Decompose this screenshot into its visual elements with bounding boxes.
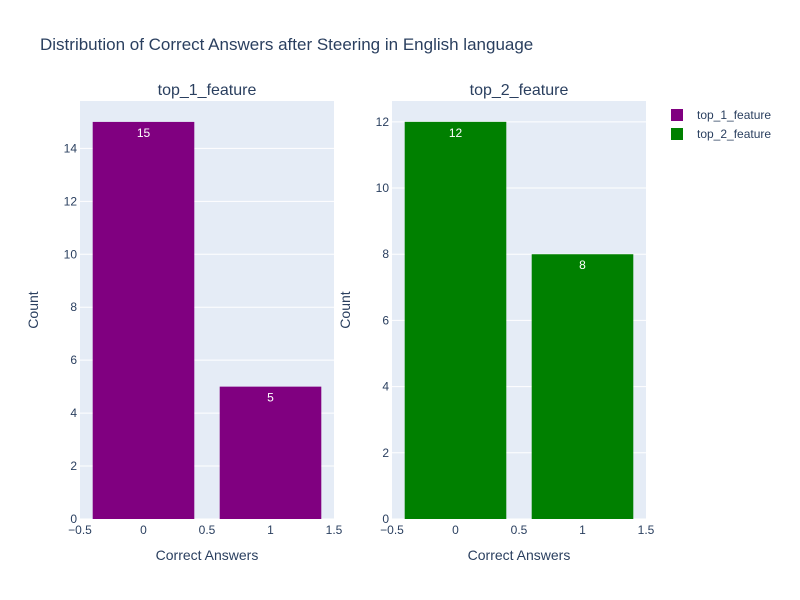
x-tick-label: 1 <box>579 523 586 537</box>
y-tick-label: 4 <box>382 380 389 394</box>
bar-value-label: 5 <box>267 391 274 405</box>
x-tick-label: −0.5 <box>380 523 404 537</box>
y-tick-label: 0 <box>70 512 77 526</box>
y-axis-title: Count <box>25 291 41 328</box>
x-tick-label: 0.5 <box>511 523 528 537</box>
x-tick-label: 0 <box>452 523 459 537</box>
bar-value-label: 12 <box>449 126 463 140</box>
y-tick-label: 12 <box>64 194 78 208</box>
y-tick-label: 10 <box>376 181 390 195</box>
x-tick-label: −0.5 <box>68 523 92 537</box>
x-tick-label: 0.5 <box>199 523 216 537</box>
legend[interactable]: top_1_feature top_2_feature <box>671 108 771 141</box>
bar[interactable] <box>404 121 507 520</box>
x-tick-label: 1 <box>267 523 274 537</box>
bar-value-label: 8 <box>579 258 586 272</box>
x-axis-title: Correct Answers <box>468 547 571 563</box>
subplot-title: top_1_feature <box>158 82 257 99</box>
chart-title: Distribution of Correct Answers after St… <box>40 35 533 54</box>
y-tick-label: 4 <box>70 406 77 420</box>
bar[interactable] <box>92 121 195 519</box>
legend-label: top_2_feature <box>697 127 771 141</box>
legend-label: top_1_feature <box>697 108 771 122</box>
y-tick-label: 6 <box>70 353 77 367</box>
y-tick-label: 14 <box>64 141 78 155</box>
legend-swatch <box>671 109 683 121</box>
x-tick-label: 0 <box>140 523 147 537</box>
y-tick-label: 10 <box>64 247 78 261</box>
subplot-title: top_2_feature <box>470 82 569 99</box>
legend-item-top_2_feature[interactable]: top_2_feature <box>671 127 771 141</box>
y-tick-label: 0 <box>382 512 389 526</box>
bar[interactable] <box>531 254 634 519</box>
y-tick-label: 8 <box>382 247 389 261</box>
y-tick-label: 2 <box>70 459 77 473</box>
x-tick-label: 1.5 <box>638 523 655 537</box>
legend-item-top_1_feature[interactable]: top_1_feature <box>671 108 771 122</box>
x-tick-label: 1.5 <box>326 523 343 537</box>
y-tick-label: 6 <box>382 313 389 327</box>
y-axis-title: Count <box>337 291 353 328</box>
y-tick-label: 8 <box>70 300 77 314</box>
y-tick-label: 2 <box>382 446 389 460</box>
bar[interactable] <box>219 386 322 519</box>
legend-swatch <box>671 128 683 140</box>
x-axis-title: Correct Answers <box>156 547 259 563</box>
y-tick-label: 12 <box>376 115 390 129</box>
bar-value-label: 15 <box>137 126 151 140</box>
